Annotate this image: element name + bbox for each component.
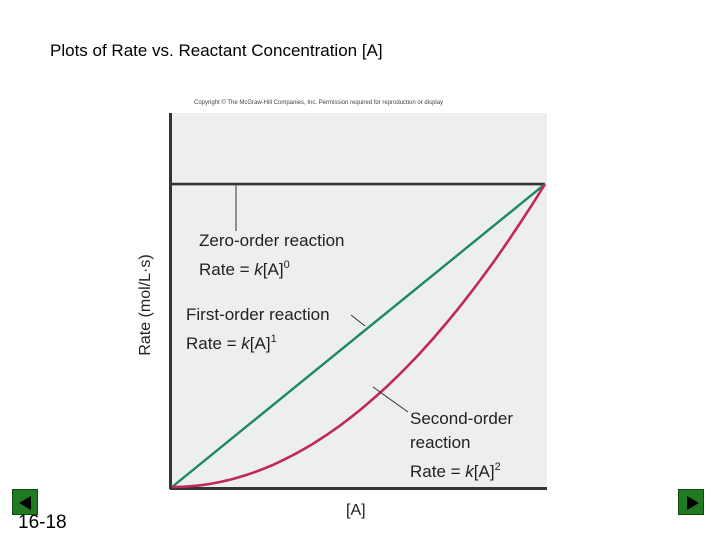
plot-area (170, 113, 547, 490)
slide-title: Plots of Rate vs. Reactant Concentration… (50, 41, 383, 60)
first-order-title: First-order reaction (186, 305, 330, 324)
second-order-reaction-line (171, 183, 547, 489)
second-order-leader (372, 386, 409, 413)
x-axis-label: [A] (346, 502, 366, 519)
second-order-title: Second-order (410, 409, 514, 428)
second-order-equation: Rate = k[A]2 (410, 461, 501, 481)
y-axis-label: Rate (mol/L·s) (137, 254, 154, 356)
first-order-annotation: First-order reaction Rate = k[A]1 (186, 303, 330, 356)
next-slide-icon (687, 496, 699, 510)
zero-order-annotation: Zero-order reaction Rate = k[A]0 (199, 229, 345, 282)
previous-slide-icon (19, 496, 31, 510)
next-slide-button[interactable] (678, 489, 704, 515)
zero-order-equation: Rate = k[A]0 (199, 259, 290, 279)
slide-number: 16-18 (18, 512, 67, 533)
first-order-leader (350, 314, 366, 327)
second-order-title-cont: reaction (410, 433, 471, 452)
zero-order-title: Zero-order reaction (199, 231, 345, 250)
previous-slide-button[interactable] (12, 489, 38, 515)
copyright-notice: Copyright © The McGraw-Hill Companies, I… (194, 100, 444, 106)
second-order-annotation: Second-order reaction Rate = k[A]2 (410, 407, 513, 484)
first-order-reaction-line (171, 183, 546, 488)
first-order-equation: Rate = k[A]1 (186, 333, 277, 353)
